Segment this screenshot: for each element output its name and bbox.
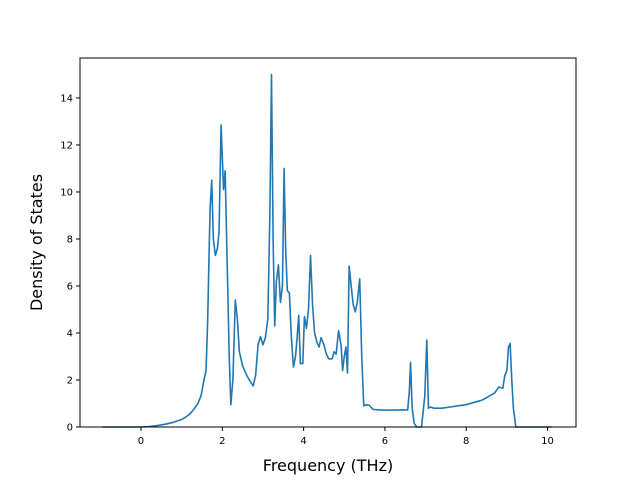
y-tick-label: 8 xyxy=(67,234,73,245)
x-tick-label: 6 xyxy=(382,436,388,447)
y-axis: 0 2 4 6 8 10 12 14 xyxy=(60,93,80,434)
x-tick-label: 2 xyxy=(219,436,225,447)
x-axis-title: Frequency (THz) xyxy=(263,456,393,475)
x-tick-label: 8 xyxy=(463,436,469,447)
y-axis-title: Density of States xyxy=(27,174,46,311)
plot-area xyxy=(102,73,552,428)
x-tick-label: 10 xyxy=(541,436,554,447)
y-tick-label: 4 xyxy=(67,328,73,339)
y-tick-label: 10 xyxy=(60,187,73,198)
y-tick-label: 6 xyxy=(67,281,73,292)
y-tick-label: 12 xyxy=(60,140,73,151)
dos-series-line xyxy=(102,73,552,428)
y-tick-label: 14 xyxy=(60,93,73,104)
x-axis: 0 2 4 6 8 10 xyxy=(138,427,554,447)
y-tick-label: 0 xyxy=(67,423,73,434)
plot-frame xyxy=(79,57,577,428)
y-tick-label: 2 xyxy=(67,375,73,386)
x-tick-label: 0 xyxy=(138,436,144,447)
x-tick-label: 4 xyxy=(300,436,306,447)
